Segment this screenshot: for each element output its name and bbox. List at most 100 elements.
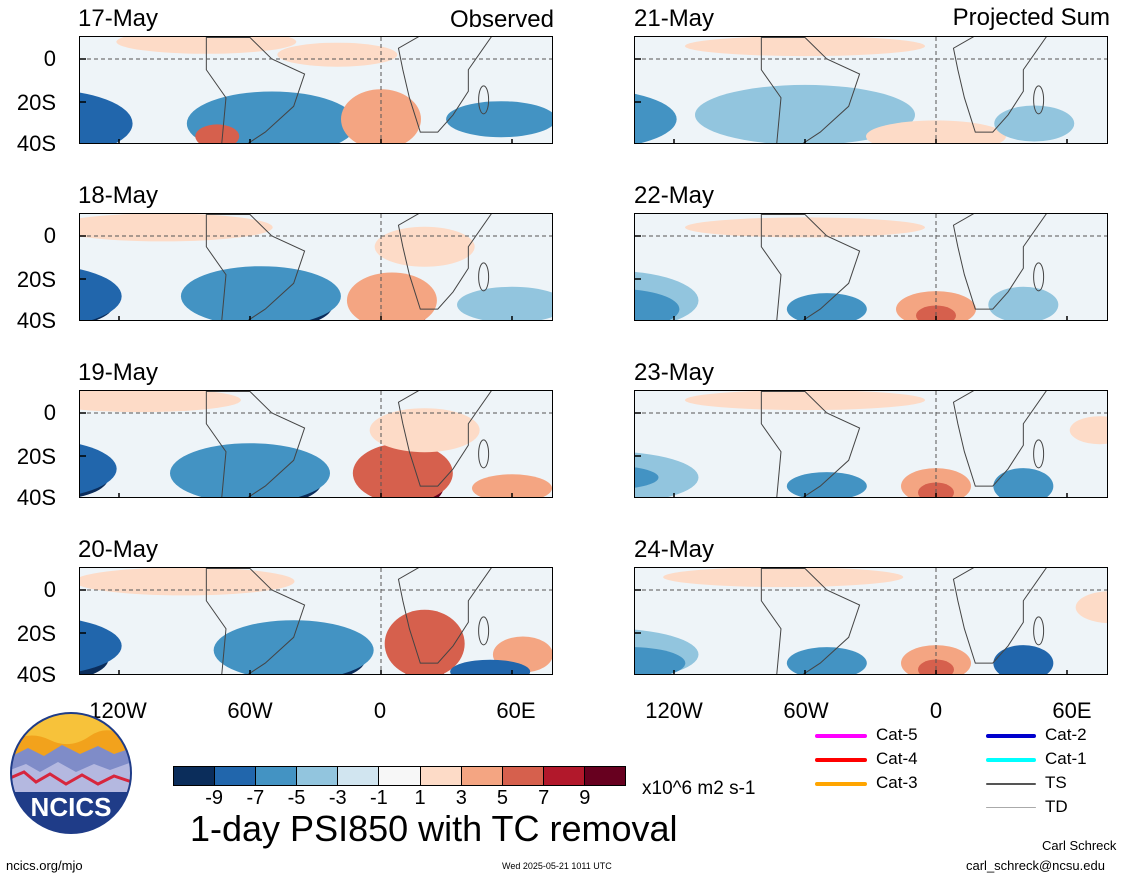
coastline-madagascar (1033, 85, 1045, 115)
legend-item: TS (1045, 773, 1067, 792)
anomaly-contour (80, 92, 133, 143)
anomaly-contour (80, 444, 117, 494)
coastline-africa (952, 37, 1047, 133)
psi-map-panel (634, 567, 1108, 675)
legend-item: Cat-3 (876, 773, 918, 792)
panel-date: 23-May (634, 359, 715, 386)
cat5-swatch (815, 734, 867, 738)
coastline-africa (397, 391, 492, 487)
coastline-south-america (760, 37, 861, 143)
cat3-swatch (815, 782, 867, 786)
x-tick-label: 60E (1052, 698, 1092, 723)
coastline-africa (952, 568, 1047, 664)
anomaly-contour (384, 609, 465, 674)
y-tick-label: 0 (43, 46, 56, 71)
anomaly-contour (1075, 591, 1107, 624)
legend-item: TD (1045, 797, 1068, 816)
cat4-swatch (815, 758, 867, 762)
anomaly-contour (374, 226, 475, 267)
cat2-swatch (986, 734, 1036, 738)
x-tick-label: 0 (373, 698, 387, 723)
legend-item: Cat-4 (876, 749, 918, 768)
anomaly-contour (635, 467, 659, 488)
ts-swatch (986, 783, 1036, 785)
anomaly-contour (352, 443, 453, 497)
anomaly-contour (80, 568, 295, 596)
projected-sum-label: Projected Sum (952, 4, 1110, 31)
colorbar (173, 766, 626, 786)
ncics-logo: NCICS (10, 712, 132, 834)
panel-date: 22-May (634, 182, 715, 209)
anomaly-contour (635, 647, 686, 674)
anomaly-contour (685, 391, 925, 411)
psi-map-panel (79, 213, 553, 321)
colorbar-tick-label: 7 (538, 787, 550, 809)
observed-label: Observed (449, 6, 554, 33)
anomaly-contour (786, 647, 867, 674)
anomaly-contour (80, 620, 122, 672)
footer-author: Carl Schreck (1042, 838, 1117, 853)
colorbar-tick-label: 5 (496, 787, 509, 809)
map-canvas (80, 568, 552, 674)
coastline-south-america (205, 214, 306, 320)
footer-email: carl_schreck@ncsu.edu (966, 858, 1105, 873)
coastline-south-america (760, 568, 861, 674)
coastline-madagascar (1033, 616, 1045, 646)
anomaly-contour (635, 452, 699, 497)
x-tick-label: 120W (645, 698, 703, 723)
y-tick-label: 20S (16, 90, 56, 115)
coastline-madagascar (1033, 262, 1045, 292)
y-tick-label: 20S (16, 444, 56, 469)
coastline-africa (397, 37, 492, 133)
coastline-south-america (760, 391, 861, 497)
psi-map-panel (634, 213, 1108, 321)
x-tick-label: 60W (227, 698, 273, 723)
anomaly-contour (277, 42, 398, 67)
coastline-south-america (205, 391, 306, 497)
anomaly-contour (994, 105, 1075, 142)
anomaly-contour (472, 474, 552, 497)
x-tick-label: 60W (783, 698, 829, 723)
anomaly-contour (446, 101, 552, 138)
colorbar-segment (174, 767, 215, 785)
colorbar-tick-label: -5 (287, 787, 306, 809)
colorbar-tick-label: 1 (414, 787, 426, 809)
legend-item: Cat-5 (876, 725, 918, 744)
colorbar-units: x10^6 m2 s-1 (642, 778, 756, 799)
anomaly-contour (1069, 416, 1107, 445)
anomaly-contour (170, 443, 330, 497)
psi-map-panel (634, 390, 1108, 498)
footer-site: ncics.org/mjo (6, 858, 83, 873)
coastline-south-america (205, 37, 306, 143)
anomaly-contour (635, 93, 677, 143)
anomaly-contour (663, 568, 904, 588)
coastline-south-america (760, 214, 861, 320)
anomaly-contour (635, 289, 680, 320)
anomaly-contour (346, 272, 437, 320)
y-tick-label: 20S (16, 621, 56, 646)
psi-map-panel (79, 36, 553, 144)
x-tick-label: 60E (496, 698, 536, 723)
y-tick-label: 40S (16, 131, 56, 156)
coastline-africa (397, 214, 492, 310)
colorbar-segment (296, 767, 338, 785)
figure-title: 1-day PSI850 with TC removal (190, 808, 678, 849)
coastline-africa (952, 214, 1047, 310)
legend-item: Cat-1 (1045, 749, 1087, 768)
coastline-madagascar (1033, 439, 1045, 469)
coastline-madagascar (478, 85, 490, 115)
cat1-swatch (986, 758, 1036, 762)
panel-date: 24-May (634, 536, 715, 563)
anomaly-contour (80, 214, 273, 242)
panel-date: 21-May (634, 5, 715, 32)
colorbar-tick-label: -1 (370, 787, 388, 809)
anomaly-contour (685, 37, 925, 57)
colorbar-segment (419, 767, 461, 785)
y-tick-label: 40S (16, 308, 56, 333)
anomaly-contour (457, 286, 552, 320)
coastline-madagascar (478, 616, 490, 646)
colorbar-tick-label: 9 (579, 787, 591, 809)
coastline-africa (952, 391, 1047, 487)
coastline-south-america (205, 568, 306, 674)
anomaly-contour (180, 266, 341, 320)
